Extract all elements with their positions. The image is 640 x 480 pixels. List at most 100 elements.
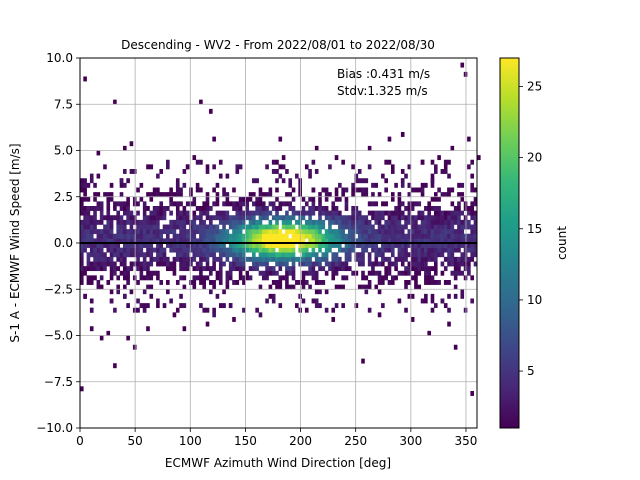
heatmap-cell: [374, 243, 379, 248]
heatmap-cell: [175, 206, 180, 211]
heatmap-cell: [232, 252, 236, 258]
heatmap-cell: [99, 201, 104, 207]
heatmap-cell: [311, 298, 316, 304]
heatmap-cell: [83, 219, 87, 225]
heatmap-cell: [172, 229, 177, 235]
heatmap-cell: [89, 224, 94, 230]
outlier-cell: [209, 108, 213, 114]
heatmap-cell: [417, 256, 422, 262]
heatmap-cell: [268, 284, 273, 290]
heatmap-cell: [123, 229, 127, 235]
heatmap-cell: [417, 215, 422, 221]
heatmap-cell: [192, 215, 197, 221]
outlier-cell: [232, 317, 236, 322]
heatmap-cell: [457, 201, 461, 207]
heatmap-cell: [142, 229, 147, 235]
heatmap-cell: [242, 196, 246, 202]
heatmap-cell: [364, 178, 369, 184]
heatmap-cell: [450, 270, 455, 276]
heatmap-cell: [354, 210, 359, 216]
heatmap-cell: [314, 275, 319, 281]
heatmap-cell: [182, 252, 187, 258]
heatmap-cell: [298, 192, 302, 198]
heatmap-cell: [149, 270, 154, 276]
heatmap-cell: [238, 270, 243, 276]
heatmap-cell: [374, 229, 379, 235]
heatmap-cell: [109, 224, 114, 230]
heatmap-cell: [235, 252, 240, 258]
heatmap-cell: [364, 284, 369, 290]
heatmap-cell: [361, 275, 365, 281]
heatmap-cell: [440, 229, 445, 235]
heatmap-cell: [311, 210, 316, 216]
outlier-cell: [205, 164, 210, 170]
heatmap-cell: [175, 233, 180, 239]
heatmap-cell: [103, 256, 107, 262]
heatmap-cell: [357, 233, 362, 239]
heatmap-cell: [258, 312, 263, 318]
heatmap-cell: [222, 238, 226, 244]
heatmap-cell: [189, 187, 193, 193]
heatmap-cell: [381, 224, 385, 230]
heatmap-cell: [103, 252, 107, 258]
heatmap-cell: [430, 280, 435, 285]
heatmap-cell: [215, 247, 220, 253]
heatmap-cell: [447, 247, 451, 253]
heatmap-cell: [199, 206, 203, 211]
heatmap-cell: [328, 243, 332, 248]
heatmap-cell: [437, 280, 441, 285]
heatmap-cell: [397, 196, 402, 202]
heatmap-cell: [308, 219, 312, 225]
heatmap-cell: [162, 210, 167, 216]
heatmap-cell: [328, 233, 332, 239]
heatmap-cell: [218, 303, 223, 309]
heatmap-cell: [341, 219, 345, 225]
heatmap-cell: [235, 280, 240, 285]
heatmap-cell: [308, 206, 312, 211]
heatmap-cell: [123, 256, 127, 262]
heatmap-cell: [331, 256, 336, 262]
heatmap-cell: [298, 187, 302, 193]
heatmap-cell: [460, 182, 465, 188]
heatmap-cell: [225, 229, 230, 235]
heatmap-cell: [433, 266, 438, 272]
heatmap-cell: [199, 238, 203, 244]
heatmap-cell: [238, 261, 243, 267]
heatmap-cell: [205, 307, 210, 313]
heatmap-cell: [252, 252, 256, 258]
heatmap-cell: [242, 280, 246, 285]
heatmap-cell: [265, 298, 269, 304]
heatmap-cell: [295, 219, 299, 225]
heatmap-cell: [109, 219, 114, 225]
heatmap-cell: [205, 252, 210, 258]
heatmap-cell: [205, 266, 210, 272]
heatmap-cell: [433, 243, 438, 248]
heatmap-cell: [304, 224, 309, 230]
heatmap-cell: [347, 215, 352, 221]
heatmap-cell: [156, 303, 160, 309]
heatmap-cell: [172, 219, 177, 225]
heatmap-cell: [261, 229, 266, 235]
heatmap-cell: [400, 210, 405, 216]
outlier-cell: [420, 159, 425, 165]
heatmap-cell: [152, 206, 157, 211]
heatmap-cell: [169, 247, 173, 253]
heatmap-cell: [166, 256, 170, 262]
heatmap-cell: [278, 243, 283, 248]
heatmap-cell: [225, 247, 230, 253]
heatmap-cell: [202, 206, 207, 211]
heatmap-cell: [258, 261, 263, 267]
heatmap-cell: [304, 261, 309, 267]
heatmap-cell: [291, 187, 296, 193]
heatmap-cell: [248, 229, 253, 235]
heatmap-cell: [218, 280, 223, 285]
heatmap-cell: [275, 256, 279, 262]
y-tick-label: −2.5: [44, 282, 73, 296]
outlier-cell: [113, 363, 117, 369]
heatmap-cell: [212, 252, 216, 258]
heatmap-cell: [394, 261, 398, 267]
heatmap-cell: [156, 215, 160, 221]
heatmap-cell: [162, 192, 167, 198]
heatmap-cell: [433, 215, 438, 221]
heatmap-cell: [166, 238, 170, 244]
